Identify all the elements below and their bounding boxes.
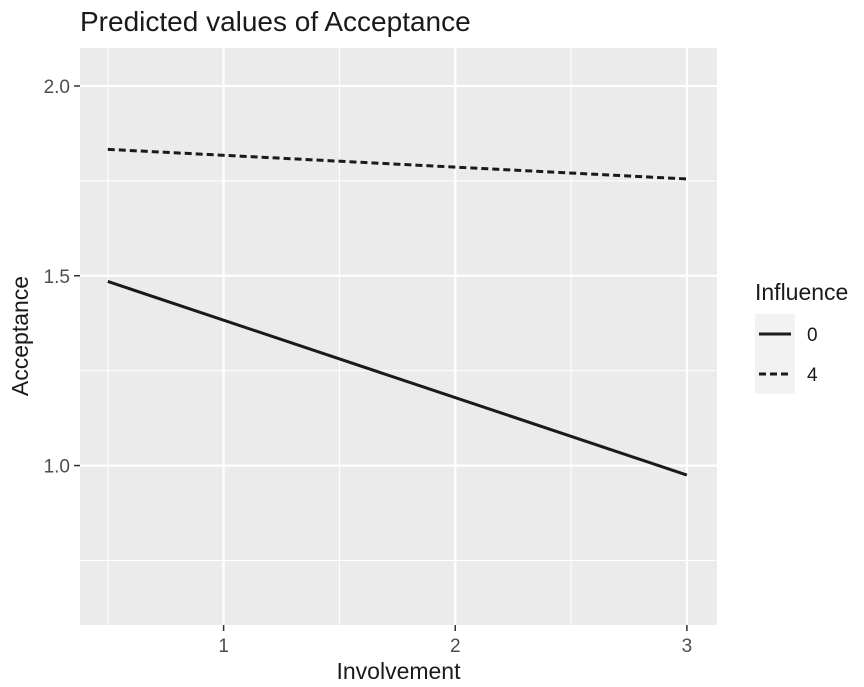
legend-title: Influence <box>755 279 848 305</box>
legend: Influence 04 <box>755 279 848 394</box>
x-axis-title: Involvement <box>336 658 461 684</box>
series-line-4 <box>107 147 687 181</box>
major-gridlines <box>80 48 717 625</box>
x-tick-labels: 1 2 3 <box>218 636 692 657</box>
legend-keys: 04 <box>755 314 818 394</box>
x-tick-label: 1 <box>218 636 229 657</box>
series-line-0 <box>107 280 688 477</box>
legend-label-0: 0 <box>807 325 818 346</box>
y-axis-title: Acceptance <box>7 276 33 396</box>
minor-gridlines <box>80 48 717 625</box>
plot-panel <box>80 48 717 625</box>
y-tick-label: 2.0 <box>44 77 70 98</box>
x-tick-label: 2 <box>450 636 461 657</box>
y-tick-labels: 1.0 1.5 2.0 <box>44 77 70 478</box>
chart-title: Predicted values of Acceptance <box>80 6 471 37</box>
axis-ticks <box>74 85 688 631</box>
x-tick-label: 3 <box>682 636 693 657</box>
y-tick-label: 1.0 <box>44 457 70 478</box>
legend-label-4: 4 <box>807 365 818 386</box>
series-layer <box>107 147 688 477</box>
y-tick-label: 1.5 <box>44 267 70 288</box>
